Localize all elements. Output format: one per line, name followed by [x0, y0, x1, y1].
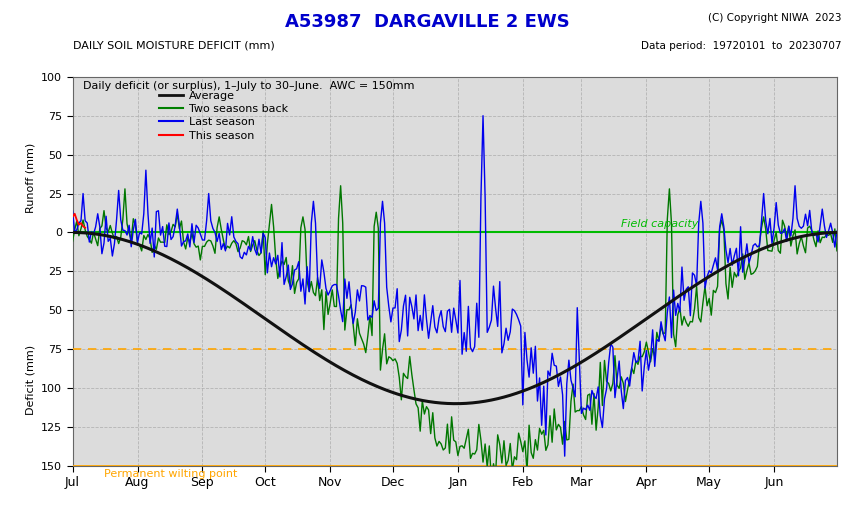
- Average: [197, 273, 207, 280]
- This season: [72, 217, 82, 223]
- Two seasons back: [595, 359, 605, 366]
- This season: [78, 223, 88, 229]
- Line: Two seasons back: Two seasons back: [73, 186, 836, 479]
- Text: Daily deficit (or surplus), 1–July to 30–June.  AWC = 150mm: Daily deficit (or surplus), 1–July to 30…: [83, 81, 414, 92]
- Two seasons back: [831, 248, 841, 254]
- Average: [142, 245, 153, 251]
- Line: This season: This season: [73, 214, 85, 228]
- Text: A53987  DARGAVILLE 2 EWS: A53987 DARGAVILLE 2 EWS: [284, 13, 569, 31]
- Average: [592, 349, 602, 355]
- This season: [80, 225, 90, 231]
- Text: Deficit (mm): Deficit (mm): [26, 345, 36, 415]
- This season: [67, 214, 78, 220]
- Average: [831, 229, 841, 236]
- Text: Runoff (mm): Runoff (mm): [26, 143, 36, 213]
- Last season: [559, 453, 569, 459]
- Text: (C) Copyright NIWA  2023: (C) Copyright NIWA 2023: [707, 13, 840, 23]
- Last season: [636, 388, 647, 394]
- Average: [482, 398, 492, 404]
- Line: Last season: Last season: [73, 116, 836, 456]
- Last season: [478, 113, 488, 119]
- Last season: [224, 232, 235, 238]
- Two seasons back: [335, 183, 345, 189]
- Last season: [595, 413, 605, 419]
- Last season: [67, 208, 78, 214]
- Two seasons back: [485, 476, 496, 482]
- Average: [635, 320, 645, 326]
- Average: [67, 229, 78, 236]
- Last season: [197, 237, 207, 243]
- Text: Data period:  19720101  to  20230707: Data period: 19720101 to 20230707: [640, 41, 840, 51]
- Two seasons back: [197, 243, 207, 249]
- Two seasons back: [636, 354, 647, 360]
- Text: DAILY SOIL MOISTURE DEFICIT (mm): DAILY SOIL MOISTURE DEFICIT (mm): [73, 41, 274, 51]
- Two seasons back: [142, 231, 153, 238]
- Last season: [831, 228, 841, 234]
- Legend: Average, Two seasons back, Last season, This season: Average, Two seasons back, Last season, …: [154, 86, 293, 145]
- Average: [224, 291, 235, 297]
- Text: Permanent wilting point: Permanent wilting point: [104, 469, 237, 479]
- Two seasons back: [482, 464, 492, 471]
- Text: Field capacity: Field capacity: [620, 219, 698, 228]
- Two seasons back: [67, 238, 78, 244]
- Average: [450, 400, 461, 407]
- Two seasons back: [224, 245, 235, 251]
- This season: [73, 222, 84, 228]
- Line: Average: Average: [73, 232, 836, 403]
- Last season: [482, 329, 492, 335]
- This season: [76, 220, 86, 226]
- Last season: [142, 211, 153, 217]
- This season: [69, 211, 79, 217]
